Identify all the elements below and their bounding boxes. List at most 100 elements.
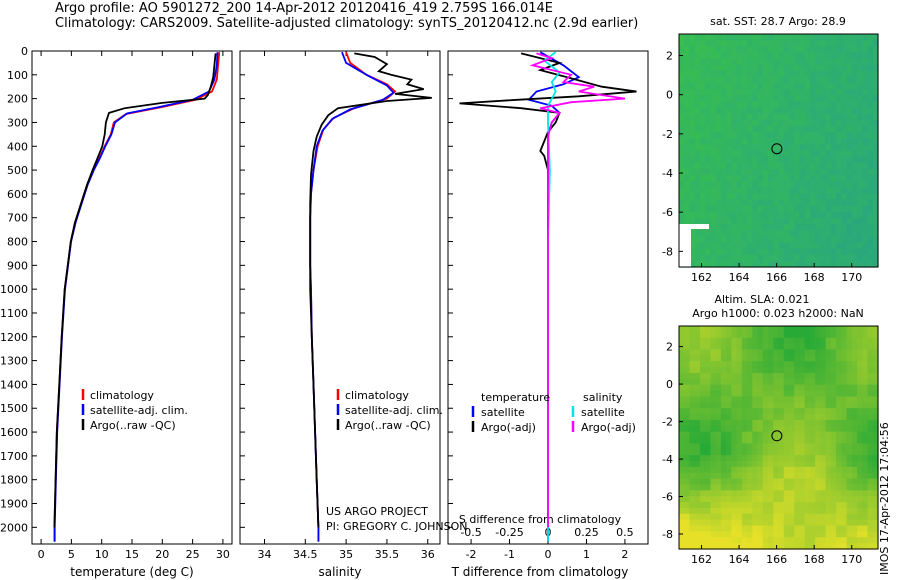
map-cell [830,224,837,231]
map-cell [752,414,759,421]
map-cell [815,513,821,521]
map-cell [830,478,837,486]
map-cell [825,58,832,66]
map-cell [825,531,832,538]
map-cell [794,466,801,474]
map-cell [726,181,732,188]
map-cell [715,414,722,421]
map-cell [862,396,869,403]
map-cell [689,378,696,386]
map-cell [694,419,701,427]
map-cell [804,83,811,90]
map-cell [872,519,879,527]
map-cell [736,337,743,345]
map-cell [846,449,853,456]
map-cell [788,408,795,415]
map-cell [836,230,842,237]
map-cell [778,83,785,90]
map-cell [705,52,712,60]
map-cell [804,419,811,427]
map-cell [804,408,811,415]
map-cell [825,101,832,109]
map-cell [872,254,879,262]
map-cell [757,260,764,268]
map-cell [857,367,863,374]
map-cell [841,175,848,182]
map-cell [809,138,816,145]
map-cell [762,168,769,176]
map-cell [720,425,727,433]
map-cell [872,337,879,345]
map-cell [846,248,853,256]
map-cell [799,101,806,109]
map-cell [794,52,801,60]
map-cell [736,230,743,237]
map-cell [778,132,785,139]
map-cell [710,144,717,152]
map-cell [804,224,811,231]
map-cell [694,531,701,538]
map-cell [851,83,858,90]
map-cell [731,205,738,213]
map-cell [804,372,811,380]
map-cell [809,224,816,231]
map-cell [715,230,722,237]
map-cell [778,326,785,333]
map-cell [731,543,738,550]
map-cell [841,378,848,386]
map-cell [851,484,858,491]
map-cell [857,76,863,84]
map-cell [699,125,706,133]
map-cell [705,337,712,345]
map-cell [768,390,774,398]
map-cell [867,236,874,244]
map-cell [788,419,795,427]
map-cell [747,40,753,47]
map-cell [783,496,790,503]
map-cell [694,355,701,362]
map-cell [731,156,738,164]
map-cell [820,537,827,544]
map-cell [872,361,879,368]
map-cell [689,58,696,66]
map-cell [788,107,795,115]
map-cell [731,40,738,47]
map-cell [705,162,712,170]
map-cell [689,326,696,333]
map-cell [762,431,769,439]
map-cell [851,513,858,521]
map-cell [694,361,701,368]
map-cell [752,349,759,356]
map-cell [731,425,738,433]
map-cell [736,449,743,456]
map-cell [768,52,774,60]
map-cell [731,260,738,268]
map-cell [778,187,785,195]
map-cell [836,443,842,450]
map-cell [862,40,869,47]
map-cell [705,425,712,433]
map-cell [783,390,790,398]
map-cell [679,372,685,380]
map-cell [689,193,696,201]
map-cell [684,425,691,433]
map-cell [684,437,691,444]
map-cell [768,144,774,152]
depth-tick-label: 700 [7,212,28,225]
map-cell [747,466,753,474]
map-cell [699,83,706,90]
map-cell [699,384,706,392]
map-cell [804,64,811,72]
map-cell [710,76,717,84]
map-cell [783,378,790,386]
depth-tick-label: 2000 [0,521,28,534]
map-cell [820,101,827,109]
map-cell [773,372,780,380]
map-cell [768,125,774,133]
map-cell [726,168,732,176]
map-cell [867,507,874,515]
map-cell [720,187,727,195]
map-cell [851,150,858,158]
map-cell [689,217,696,225]
map-cell [809,326,816,333]
